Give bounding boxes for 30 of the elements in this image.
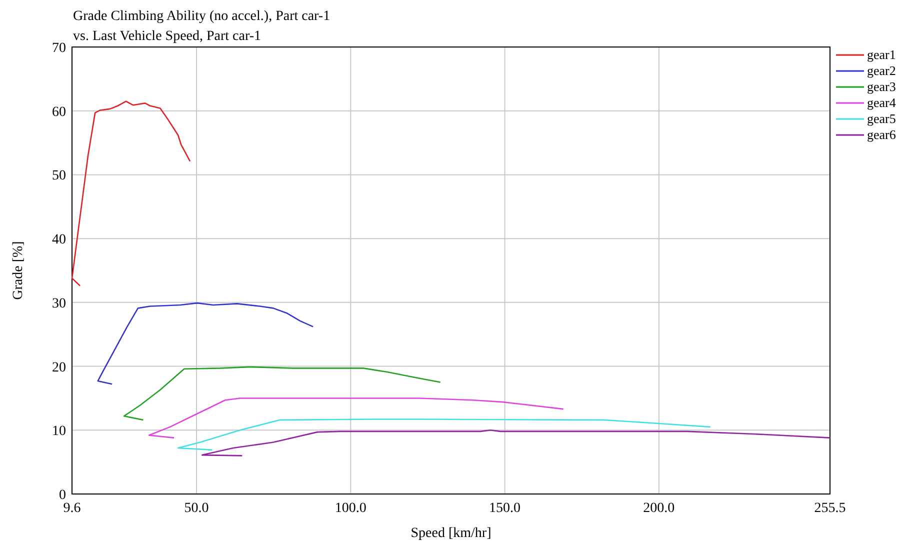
- y-tick-label: 0: [59, 488, 66, 503]
- chart-subtitle: vs. Last Vehicle Speed, Part car-1: [73, 29, 262, 44]
- legend-label: gear2: [867, 63, 896, 78]
- y-axis-title: Grade [%]: [11, 241, 26, 300]
- line-series: [123, 366, 442, 421]
- x-tick-label: 150.0: [489, 501, 521, 516]
- legend-label: gear4: [867, 95, 896, 110]
- y-tick-label: 70: [52, 41, 66, 56]
- y-tick-label: 40: [52, 232, 66, 248]
- y-tick-label: 60: [52, 104, 66, 120]
- line-series: [177, 418, 712, 451]
- x-axis-title: Speed [km/hr]: [410, 526, 492, 541]
- x-tick-label: 100.0: [334, 501, 366, 516]
- y-tick-label: 10: [52, 424, 66, 440]
- legend-label: gear6: [867, 127, 896, 142]
- line-series: [148, 398, 564, 438]
- line-series: [97, 302, 314, 385]
- line-series: [71, 100, 191, 286]
- chart-title: Grade Climbing Ability (no accel.), Part car-1: [73, 9, 330, 24]
- y-tick-label: 30: [52, 296, 66, 312]
- legend-label: gear3: [867, 79, 896, 94]
- x-tick-label: 50.0: [184, 501, 209, 516]
- y-tick-label: 50: [52, 168, 66, 184]
- legend-label: gear5: [867, 111, 896, 126]
- x-tick-label: 9.6: [63, 501, 81, 516]
- line-series: [201, 429, 831, 456]
- legend-label: gear1: [867, 47, 896, 62]
- x-tick-label: 255.5: [814, 501, 846, 516]
- y-tick-label: 20: [52, 360, 66, 376]
- x-tick-label: 200.0: [643, 501, 675, 516]
